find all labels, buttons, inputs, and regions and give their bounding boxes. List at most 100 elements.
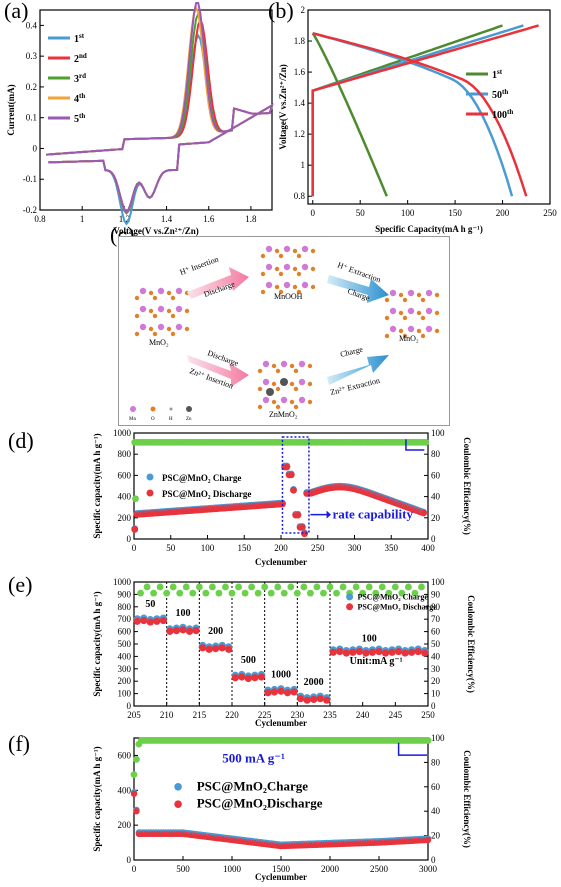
y2-tick-label: 10 <box>431 689 441 699</box>
ce-point <box>248 583 256 591</box>
legend-marker-discharge <box>346 603 354 611</box>
y-tick-label: 800 <box>118 602 132 612</box>
o-atom <box>384 297 390 303</box>
legend-label-1: 1st <box>74 32 85 45</box>
discharge-point <box>192 627 200 635</box>
ce-point <box>130 771 138 778</box>
y2-tick-label: 20 <box>431 676 441 686</box>
mn-atom <box>262 360 270 368</box>
discharge-point <box>375 647 383 656</box>
legend-marker-charge <box>346 593 354 601</box>
discharge-point <box>166 627 174 635</box>
o-atom <box>289 363 295 369</box>
x-tick-label: 210 <box>160 710 174 720</box>
mn-atom <box>301 263 309 271</box>
legend-label-1: 1st <box>492 68 503 81</box>
discharge-point <box>301 530 308 538</box>
discharge-point <box>251 674 259 682</box>
x-tick-label: 1.8 <box>245 214 257 224</box>
mn-atom <box>157 305 165 313</box>
ce-point <box>189 589 197 597</box>
o-atom <box>402 315 408 321</box>
charge-line-100 <box>311 24 539 197</box>
ce-point <box>137 589 144 597</box>
discharge-point <box>238 673 246 681</box>
y2-tick-label: 80 <box>431 602 441 612</box>
zn-atom <box>266 388 274 396</box>
legend-label-discharge: PSC@MnO₂Discharge <box>197 796 323 811</box>
arrow-h-extraction <box>327 275 389 303</box>
discharge-point <box>297 695 305 703</box>
o-atom <box>310 266 316 272</box>
ce-point <box>293 589 301 597</box>
mn-atom <box>139 287 147 295</box>
discharge-point <box>218 644 226 652</box>
x-tick-label: 2500 <box>370 864 389 874</box>
mn-atom <box>407 307 415 315</box>
y-axis-label: Specific capacity(mA h g⁻¹) <box>92 433 102 538</box>
discharge-point <box>287 471 295 479</box>
discharge-point <box>159 616 167 625</box>
o-atom <box>148 326 154 332</box>
y2-tick-label: 40 <box>431 651 441 661</box>
discharge-point <box>131 526 139 533</box>
x-tick-label: 500 <box>176 864 190 874</box>
o-atom <box>278 271 284 277</box>
ce-point <box>182 583 190 591</box>
y-tick-label: 600 <box>118 750 132 760</box>
ce-point <box>241 589 249 597</box>
discharge-point <box>408 648 416 656</box>
y2-tick-label: 100 <box>431 733 445 743</box>
ce-point <box>228 589 236 597</box>
y-tick-label: 400 <box>118 785 132 795</box>
o-atom <box>296 289 302 295</box>
o-atom <box>271 363 277 369</box>
x-tick-label: 200 <box>496 208 510 218</box>
x-tick-label: 100 <box>201 543 215 553</box>
ce-point <box>339 583 347 591</box>
o-atom <box>275 368 281 374</box>
chart-e-rate-capability: 205 210 215 220 225 230 235 240 245 2500100200300… <box>92 577 476 728</box>
y2-tick-label: 60 <box>431 627 441 637</box>
y2-axis-label: Coulombic Efficiency(%) <box>462 750 472 848</box>
o-atom <box>278 289 284 295</box>
legend-marker-charge <box>174 783 182 791</box>
discharge-line-1 <box>311 32 388 197</box>
y-tick-label: 1000 <box>113 428 132 438</box>
rate-label: 200 <box>208 626 223 637</box>
legend-label-4: 4th <box>74 92 85 105</box>
legend-label-charge: PSC@MnO₂ Charge <box>162 473 241 483</box>
y-tick-label: 0.4 <box>26 20 38 30</box>
annotation-rate-capability: rate capability <box>332 507 413 522</box>
discharge-point <box>279 500 286 508</box>
legend-sup: th <box>507 108 513 116</box>
ce-point <box>274 583 282 591</box>
mn-atom <box>265 281 273 289</box>
y2-tick-label: 0 <box>431 701 436 711</box>
y-tick-label: -0.2 <box>23 205 37 215</box>
ce-point <box>133 755 140 763</box>
plot-frame <box>133 432 429 540</box>
o-atom <box>416 328 422 334</box>
o-atom <box>307 399 313 405</box>
y-tick-label: 1 <box>301 160 306 170</box>
unit-label: Unit:mA g⁻¹ <box>350 656 403 667</box>
y-tick-label: 200 <box>118 676 132 686</box>
y-tick-label: 200 <box>118 820 132 830</box>
o-atom <box>152 313 158 319</box>
legend-sup: st <box>497 68 503 76</box>
ce-point <box>359 589 367 597</box>
ce-point <box>195 583 203 591</box>
y2-tick-label: 100 <box>431 577 445 587</box>
y2-tick-label: 50 <box>431 639 441 649</box>
discharge-point <box>395 647 403 656</box>
o-atom <box>402 333 408 339</box>
o-atom <box>257 386 263 392</box>
legend-label-3: 3rd <box>74 72 86 85</box>
discharge-point <box>133 617 141 625</box>
o-atom <box>148 308 154 314</box>
y2-axis-label: Coulombic Efficiency(%) <box>462 437 472 535</box>
o-atom <box>398 292 404 298</box>
mn-atom <box>407 289 415 297</box>
x-tick-label: 220 <box>225 710 239 720</box>
